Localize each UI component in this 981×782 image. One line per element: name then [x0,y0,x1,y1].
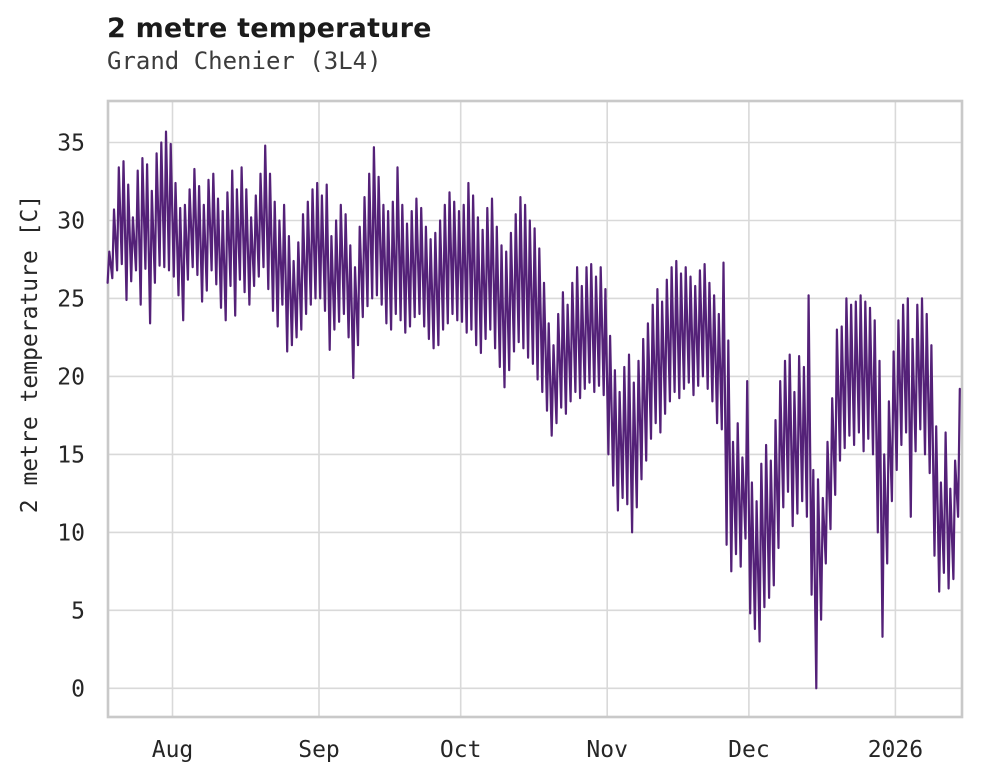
y-tick-label: 20 [57,364,85,390]
chart-subtitle: Grand Chenier (3L4) [107,47,382,75]
x-tick-label: Nov [586,737,628,763]
y-tick-label: 30 [57,209,85,235]
x-tick-label: Sep [298,737,340,763]
x-tick-label: 2026 [868,737,923,763]
x-tick-label: Dec [728,737,770,763]
temperature-series-line [106,130,961,690]
y-tick-label: 0 [71,676,85,702]
y-tick-label: 35 [57,131,85,157]
plot-frame [106,99,964,719]
chart-title: 2 metre temperature [107,13,432,44]
y-tick-label: 25 [57,286,85,312]
y-tick-label: 15 [57,442,85,468]
y-tick-label: 5 [71,598,85,624]
x-tick-label: Aug [152,737,194,763]
y-tick-label: 10 [57,520,85,546]
x-tick-label: Oct [440,737,482,763]
